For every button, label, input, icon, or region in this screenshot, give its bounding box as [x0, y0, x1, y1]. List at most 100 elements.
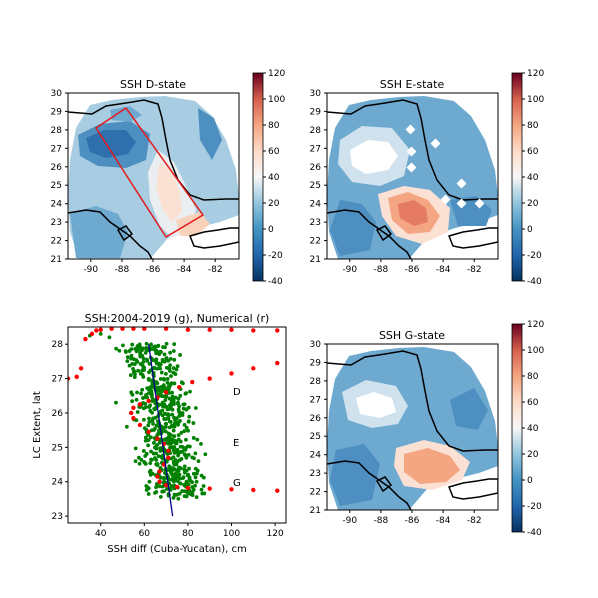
numerical-point	[229, 371, 234, 376]
observed-point	[136, 455, 141, 460]
panel-d-state: SSH D-state -90 -88 -86 -84 -82	[51, 69, 286, 287]
observed-point	[164, 386, 169, 391]
observed-point	[184, 437, 188, 442]
observed-point	[141, 359, 146, 364]
e-cb-tick-label: 80	[527, 121, 539, 131]
e-x-ticks: -90 -88 -86 -84 -82	[342, 259, 482, 275]
observed-point	[193, 406, 198, 410]
panel-d-title: SSH D-state	[120, 78, 186, 91]
numerical-point	[157, 469, 162, 474]
observed-point	[184, 494, 189, 499]
observed-point	[187, 414, 192, 419]
observed-point	[173, 395, 178, 400]
g-y-tick-label: 30	[310, 340, 322, 350]
observed-point	[176, 437, 181, 442]
e-x-tick-label: -86	[405, 265, 420, 275]
observed-point	[200, 491, 205, 496]
g-y-tick-label: 23	[310, 469, 321, 479]
observed-point	[130, 399, 135, 404]
observed-point	[152, 366, 157, 370]
numerical-point	[98, 327, 103, 332]
d-y-tick-label: 27	[51, 144, 62, 154]
observed-point	[203, 452, 208, 457]
scatter-axes-frame	[67, 326, 287, 524]
d-x-tick-label: -82	[208, 265, 223, 275]
g-x-tick-label: -88	[374, 516, 389, 526]
numerical-point	[157, 479, 162, 484]
numerical-point	[229, 487, 234, 492]
observed-point	[153, 445, 157, 450]
observed-point	[141, 417, 146, 422]
observed-point	[132, 362, 137, 366]
scatter-annotation-d: D	[233, 387, 241, 398]
observed-point	[175, 364, 180, 369]
observed-point	[157, 484, 162, 489]
g-y-tick-label: 22	[310, 488, 321, 498]
observed-point	[167, 419, 172, 424]
observed-point	[156, 343, 161, 348]
observed-point	[140, 387, 145, 392]
scatter-plot-area	[68, 327, 280, 517]
observed-point	[193, 466, 198, 471]
panel-g-state: SSH G-state -90 -88 -86 -84 -82	[310, 320, 545, 538]
observed-point	[146, 377, 151, 382]
observed-point	[153, 407, 157, 412]
observed-point	[182, 422, 187, 427]
g-x-tick-label: -90	[342, 516, 357, 526]
panel-e-title: SSH E-state	[380, 78, 445, 91]
observed-point	[148, 408, 153, 413]
scatter-x-label: SSH diff (Cuba-Yucatan), cm	[107, 544, 247, 555]
e-cb-tick-label: 0	[527, 225, 533, 235]
observed-point	[170, 398, 175, 403]
observed-point	[165, 377, 170, 381]
observed-point	[182, 429, 187, 433]
observed-point	[176, 401, 180, 406]
observed-point	[178, 393, 183, 398]
observed-point	[176, 407, 181, 412]
g-colorbar: 120 100 80 60 40 20 0 -20 -40	[511, 320, 544, 538]
observed-point	[181, 402, 186, 407]
numerical-point	[78, 366, 84, 371]
observed-point	[128, 373, 133, 378]
observed-point	[144, 484, 149, 488]
observed-point	[167, 407, 171, 411]
observed-point	[144, 405, 148, 410]
numerical-point	[207, 327, 212, 332]
scatter-annotation-e: E	[233, 438, 239, 449]
d-y-tick-label: 29	[51, 107, 63, 117]
observed-point	[149, 384, 154, 389]
observed-point	[172, 450, 177, 455]
e-cb-tick-label: 60	[527, 147, 539, 157]
e-y-tick-label: 26	[310, 163, 322, 173]
observed-point	[175, 479, 180, 483]
d-y-tick-label: 28	[51, 126, 63, 136]
numerical-point	[137, 422, 143, 428]
observed-point	[172, 381, 177, 386]
observed-point	[162, 476, 166, 480]
numerical-point	[163, 390, 169, 395]
observed-point	[171, 349, 176, 353]
observed-point	[161, 489, 166, 494]
observed-point	[180, 489, 185, 493]
observed-point	[199, 473, 204, 478]
observed-point	[154, 485, 159, 490]
scatter-x-tick-label: 40	[95, 529, 107, 539]
observed-point	[171, 495, 176, 500]
observed-point	[138, 354, 143, 359]
numerical-point	[131, 405, 136, 411]
g-cb-tick-label: -40	[527, 528, 542, 538]
observed-point	[134, 349, 139, 354]
observed-point	[173, 458, 178, 462]
numerical-point	[207, 486, 212, 491]
observed-point	[154, 490, 159, 494]
numerical-point	[129, 410, 134, 416]
observed-point	[160, 408, 165, 413]
numerical-point	[142, 327, 147, 331]
observed-point	[173, 372, 178, 376]
g-cb-tick-label: 0	[527, 476, 533, 486]
g-coastline	[327, 350, 498, 510]
observed-point	[173, 493, 178, 497]
observed-point	[133, 372, 137, 377]
d-y-tick-label: 23	[51, 218, 62, 228]
observed-point	[171, 445, 176, 450]
